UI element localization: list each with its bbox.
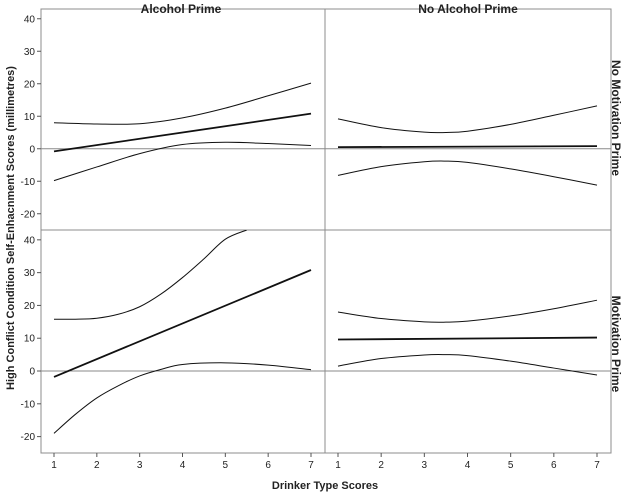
series-lower-r0-c0 (53, 141, 312, 182)
x-tick-label: 7 (308, 460, 314, 471)
x-tick-label: 6 (265, 460, 271, 471)
x-tick-label: 2 (94, 460, 100, 471)
series-upper-r1-c1 (337, 299, 598, 323)
series-fit-r0-c0 (53, 112, 312, 153)
x-tick-label: 3 (137, 460, 143, 471)
x-tick-label: 4 (465, 460, 471, 471)
series-fit-r1-c1 (337, 336, 598, 341)
x-tick-label: 3 (422, 460, 428, 471)
y-tick-label: 40 (24, 235, 36, 246)
x-tick-label: 5 (508, 460, 514, 471)
series-fit-r1-c0 (53, 269, 312, 378)
axis-ticks: -20 -10 0 10 20 30 40 -20 -10 0 10 20 30 40 1 2 3 4 5 6 7 1 2 3… (21, 14, 601, 471)
y-tick-label: -10 (21, 399, 36, 410)
series-upper-r0-c0 (53, 82, 312, 125)
row-label-motivation-prime: Motivation Prime (609, 296, 623, 393)
x-tick-label: 5 (223, 460, 229, 471)
panel-frame-r1-c0 (40, 229, 326, 454)
x-tick-label: 7 (594, 460, 600, 471)
x-tick-label: 4 (180, 460, 186, 471)
x-tick-label: 2 (378, 460, 384, 471)
y-tick-label: -20 (21, 209, 36, 220)
x-tick-label: 1 (51, 460, 57, 471)
y-tick-label: 30 (24, 268, 36, 279)
column-label-alcohol-prime: Alcohol Prime (141, 2, 222, 16)
series-upper-r1-c0 (53, 230, 247, 320)
series-lower-r0-c1 (337, 160, 598, 186)
series-fit-r0-c1 (337, 145, 598, 149)
panel-frame-r1-c1 (324, 229, 612, 454)
column-label-no-alcohol-prime: No Alcohol Prime (418, 2, 518, 16)
zero-reference-lines (41, 148, 611, 372)
y-axis-title: High Conflict Condition Self-Enhacnment … (5, 66, 17, 390)
panel-frame-r0-c0 (40, 8, 326, 231)
x-axis-title: Drinker Type Scores (272, 480, 378, 492)
series-lower-r1-c1 (337, 353, 598, 376)
y-tick-label: 40 (24, 14, 36, 25)
y-tick-label: 30 (24, 47, 36, 58)
x-tick-label: 6 (551, 460, 557, 471)
panel-frames (40, 8, 612, 454)
series-upper-r0-c1 (337, 105, 598, 134)
y-tick-label: 0 (29, 144, 35, 155)
y-tick-label: 20 (24, 79, 36, 90)
y-tick-label: 20 (24, 301, 36, 312)
series-lower-r1-c0 (53, 362, 312, 434)
y-tick-label: 10 (24, 334, 36, 345)
y-tick-label: -20 (21, 432, 36, 443)
x-tick-label: 1 (335, 460, 341, 471)
y-tick-label: -10 (21, 177, 36, 188)
row-label-no-motivation-prime: No Motivation Prime (609, 60, 623, 176)
y-tick-label: 10 (24, 112, 36, 123)
panel-frame-r0-c1 (324, 8, 612, 231)
y-tick-label: 0 (29, 367, 35, 378)
series-lines (53, 82, 598, 434)
